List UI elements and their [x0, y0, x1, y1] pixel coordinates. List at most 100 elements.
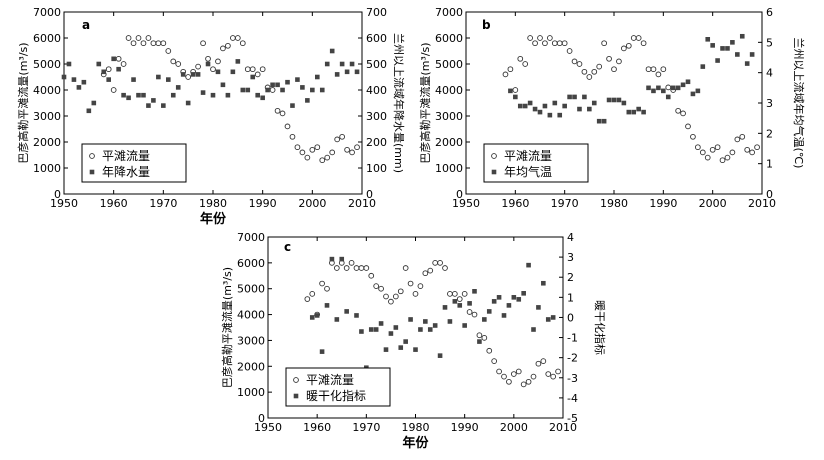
y-left-tick-label: 3000 [237, 334, 265, 347]
flow-point [279, 110, 286, 117]
secondary-point [290, 103, 295, 108]
secondary-point [606, 97, 612, 103]
flow-point [309, 291, 316, 297]
x-tick-label: 1950 [452, 197, 480, 210]
secondary-point [146, 103, 151, 108]
secondary-point [680, 82, 686, 88]
y-left-tick-label: 0 [456, 188, 463, 201]
y-left-tick-label: 5000 [33, 58, 61, 71]
secondary-point [521, 291, 526, 296]
flow-point [576, 61, 583, 67]
secondary-point [636, 106, 641, 112]
secondary-point [315, 74, 320, 80]
y-right-tick-label: 1 [567, 291, 574, 304]
secondary-point [373, 327, 379, 332]
legend-label: 平滩流量 [306, 373, 354, 387]
y-left-tick-label: 4000 [33, 84, 61, 97]
secondary-point [527, 100, 533, 106]
legend [81, 143, 187, 183]
flow-point [507, 66, 514, 73]
flow-point [230, 35, 236, 41]
secondary-point [665, 94, 671, 100]
flow-point [625, 42, 632, 49]
flow-point [378, 285, 384, 292]
secondary-point [398, 345, 404, 350]
flow-point [749, 149, 755, 156]
secondary-point [457, 303, 463, 308]
secondary-point [324, 303, 330, 308]
y-right-tick-label: 2 [766, 127, 773, 140]
flow-point [397, 288, 404, 295]
x-tick-label: 2000 [298, 197, 326, 210]
secondary-point [720, 46, 725, 51]
secondary-point [66, 61, 72, 67]
y-left-axis-label: 巴彦高勒平滩流量(m³/s) [16, 42, 30, 163]
secondary-point [314, 313, 320, 318]
flow-point [586, 74, 593, 80]
y-right-tick-label: 5 [766, 36, 773, 49]
legend-square-icon [293, 393, 299, 399]
x-tick-label: 2000 [500, 421, 528, 434]
flow-point [289, 133, 296, 140]
flow-point [660, 66, 667, 73]
flow-point [407, 280, 414, 287]
secondary-point [166, 77, 171, 82]
secondary-point [537, 109, 543, 115]
flow-point [304, 296, 311, 302]
secondary-point [71, 77, 77, 82]
flow-point [105, 66, 112, 73]
secondary-point [661, 88, 666, 94]
secondary-point [235, 59, 241, 64]
secondary-point [76, 85, 82, 90]
secondary-point [388, 331, 394, 336]
flow-point [417, 283, 424, 289]
flow-point [525, 378, 532, 385]
flow-point [729, 149, 736, 156]
secondary-point [180, 72, 186, 77]
secondary-point [151, 98, 156, 103]
secondary-point [621, 100, 627, 106]
flow-point [515, 368, 522, 375]
secondary-point [81, 79, 87, 85]
secondary-point [240, 87, 246, 93]
x-tick-label: 2010 [748, 197, 776, 210]
flow-point [719, 157, 726, 164]
legend-label: 年降水量 [102, 165, 150, 179]
secondary-point [467, 301, 472, 306]
secondary-point [413, 347, 418, 352]
y-right-tick-label: 0 [766, 188, 773, 201]
flow-point [368, 272, 375, 279]
y-right-tick-label: 3 [766, 97, 773, 110]
flow-point [195, 63, 201, 70]
flow-point [734, 136, 741, 143]
flow-point [329, 149, 336, 156]
secondary-point [749, 52, 755, 57]
flow-point [571, 58, 578, 65]
y-right-tick-label: -3 [567, 372, 578, 385]
x-tick-label: 1990 [649, 197, 677, 210]
secondary-point [61, 74, 67, 80]
flow-point [630, 35, 637, 41]
flow-point [319, 157, 326, 164]
flow-point [349, 149, 355, 156]
legend-label: 年均气温 [504, 164, 552, 179]
y-right-tick-label: -2 [567, 352, 578, 365]
panel-letter: b [482, 18, 491, 32]
flow-point [491, 358, 498, 364]
secondary-point [651, 88, 656, 94]
x-tick-label: 1970 [551, 197, 579, 210]
secondary-point [591, 100, 597, 106]
secondary-point [491, 299, 497, 304]
flow-point [299, 149, 306, 156]
secondary-point [319, 349, 325, 354]
secondary-point [517, 103, 523, 109]
flow-point [220, 45, 226, 52]
x-tick-label: 2010 [549, 421, 577, 434]
flow-point [254, 71, 261, 78]
secondary-point [403, 339, 408, 344]
flow-point [437, 260, 443, 266]
flow-point [550, 373, 557, 380]
secondary-point [121, 92, 126, 98]
flow-point [225, 42, 231, 49]
